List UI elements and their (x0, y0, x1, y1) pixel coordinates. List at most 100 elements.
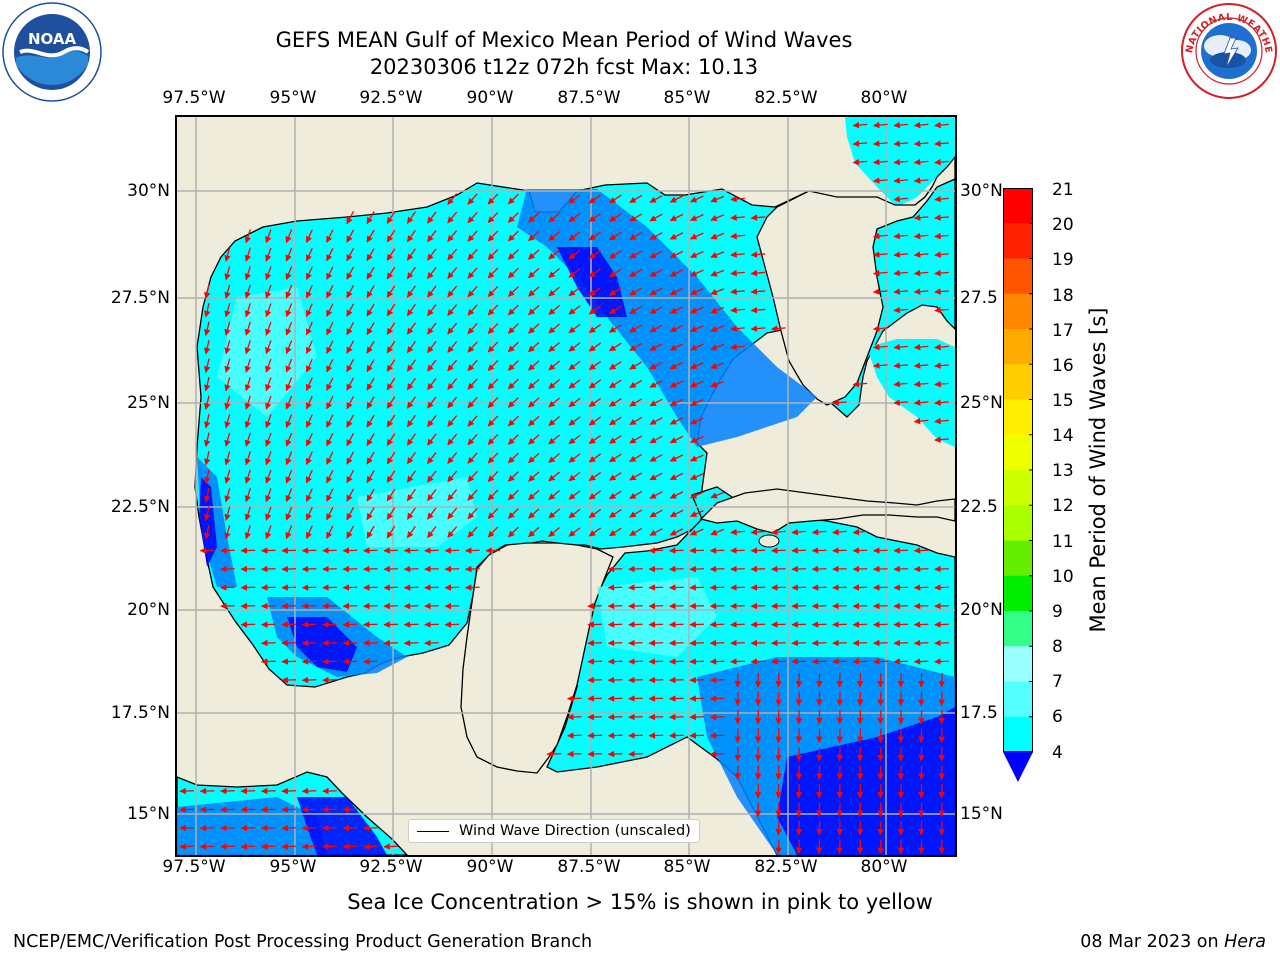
wind-wave-arrow (872, 325, 888, 332)
wind-wave-arrow (528, 304, 540, 316)
wind-wave-arrow (366, 414, 375, 428)
wind-wave-arrow (608, 527, 622, 537)
wind-wave-arrow (548, 268, 561, 278)
lon-tick-label: 97.5°W (162, 88, 226, 108)
wind-wave-arrow (588, 249, 602, 260)
wind-wave-arrow (346, 433, 355, 447)
wind-wave-arrow (265, 358, 272, 373)
sea-ice-note: Sea Ice Concentration > 15% is shown in … (347, 890, 933, 914)
wind-wave-arrow (244, 506, 251, 521)
wind-wave-arrow (872, 251, 888, 258)
wind-wave-arrow (750, 288, 766, 295)
wind-wave-arrow (528, 489, 540, 501)
wind-wave-arrow (346, 359, 355, 373)
wind-wave-arrow (548, 379, 561, 389)
wind-wave-arrow (934, 399, 949, 406)
wind-wave-arrow (265, 321, 272, 336)
wind-wave-arrow (893, 288, 909, 295)
wind-wave-arrow (588, 323, 602, 334)
wind-wave-arrow (244, 358, 251, 373)
yucatan-land (460, 542, 614, 774)
wind-wave-arrow (467, 193, 478, 205)
wind-wave-arrow (346, 377, 355, 391)
wind-wave-arrow (447, 359, 458, 372)
wind-wave-arrow (770, 528, 786, 536)
wind-wave-arrow (750, 306, 766, 314)
wind-wave-arrow (427, 433, 437, 446)
wind-wave-arrow (487, 471, 499, 483)
wind-wave-arrow (608, 472, 622, 481)
wind-wave-arrow (265, 469, 272, 484)
map-panel (175, 115, 957, 857)
wind-wave-arrow (346, 266, 355, 280)
wind-wave-arrow (528, 526, 540, 538)
wind-wave-arrow (386, 488, 396, 502)
wind-wave-arrow (669, 232, 684, 240)
colorbar-swatch (1003, 293, 1033, 330)
wind-wave-arrow (629, 490, 643, 500)
wind-wave-arrow (750, 528, 766, 536)
wind-wave-arrow (852, 528, 868, 536)
wind-wave-arrow (934, 362, 949, 369)
wind-wave-arrow (326, 525, 334, 539)
colorbar-swatch (1003, 329, 1033, 365)
wind-wave-arrow (608, 435, 622, 444)
wind-wave-arrow (487, 212, 499, 224)
wind-wave-arrow (730, 306, 745, 314)
lon-tick-label: 82.5°W (754, 857, 818, 877)
wind-wave-arrow (285, 229, 293, 244)
wind-wave-arrow (366, 303, 375, 317)
wind-wave-arrow (507, 267, 519, 279)
wind-wave-arrow (568, 231, 581, 241)
wind-wave-arrow (629, 435, 643, 444)
wind-wave-arrow (203, 525, 211, 540)
wind-wave-arrow (285, 284, 293, 299)
wind-wave-arrow (203, 414, 211, 429)
colorbar-label: Mean Period of Wind Waves [s] (1086, 307, 1110, 633)
wind-wave-arrow (467, 415, 478, 427)
wind-wave-arrow (406, 396, 416, 409)
wind-wave-arrow (285, 266, 293, 281)
wind-wave-arrow (872, 343, 888, 351)
wind-wave-arrow (629, 342, 643, 352)
wind-wave-arrow (548, 305, 561, 315)
wind-wave-arrow (366, 433, 375, 447)
wind-wave-arrow (710, 232, 725, 240)
wind-wave-arrow (913, 140, 929, 147)
wind-wave-arrow (690, 232, 704, 240)
wind-wave-arrow (629, 194, 643, 204)
wind-wave-arrow (487, 378, 499, 390)
wind-wave-arrow (893, 140, 909, 147)
wind-wave-arrow (487, 360, 499, 372)
wind-wave-arrow (669, 343, 684, 351)
wind-wave-arrow (649, 361, 663, 370)
lon-tick-label: 92.5°W (359, 88, 423, 108)
wind-wave-arrow (852, 380, 868, 388)
wind-wave-arrow (285, 506, 293, 521)
wind-wave-arrow (710, 362, 725, 369)
wind-wave-arrow (224, 451, 231, 466)
wind-wave-arrow (629, 527, 643, 537)
wind-wave-arrow (224, 358, 231, 373)
colorbar-swatch (1003, 611, 1033, 647)
lat-tick-label: 15°N (960, 804, 1003, 824)
wind-wave-arrow (548, 527, 561, 537)
wind-wave-arrow (244, 377, 251, 392)
colorbar-tick-label: 15 (1052, 391, 1074, 411)
wind-wave-arrow (224, 377, 231, 392)
wind-wave-arrow (588, 434, 602, 445)
wind-wave-arrow (467, 489, 478, 501)
lon-tick-label: 90°W (466, 88, 514, 108)
wind-wave-arrow (265, 229, 272, 244)
wind-wave-arrow (669, 380, 684, 388)
wind-wave-arrow (913, 417, 929, 425)
wind-wave-arrow (852, 158, 868, 166)
wind-wave-arrow (588, 212, 602, 223)
colorbar-swatch (1003, 575, 1033, 612)
wind-wave-arrow (893, 399, 909, 406)
wind-wave-arrow (326, 247, 334, 262)
wind-wave-arrow (893, 343, 909, 351)
lat-tick-label: 20°N (127, 600, 170, 620)
period-contour (297, 797, 387, 855)
wind-wave-arrow (366, 322, 375, 336)
